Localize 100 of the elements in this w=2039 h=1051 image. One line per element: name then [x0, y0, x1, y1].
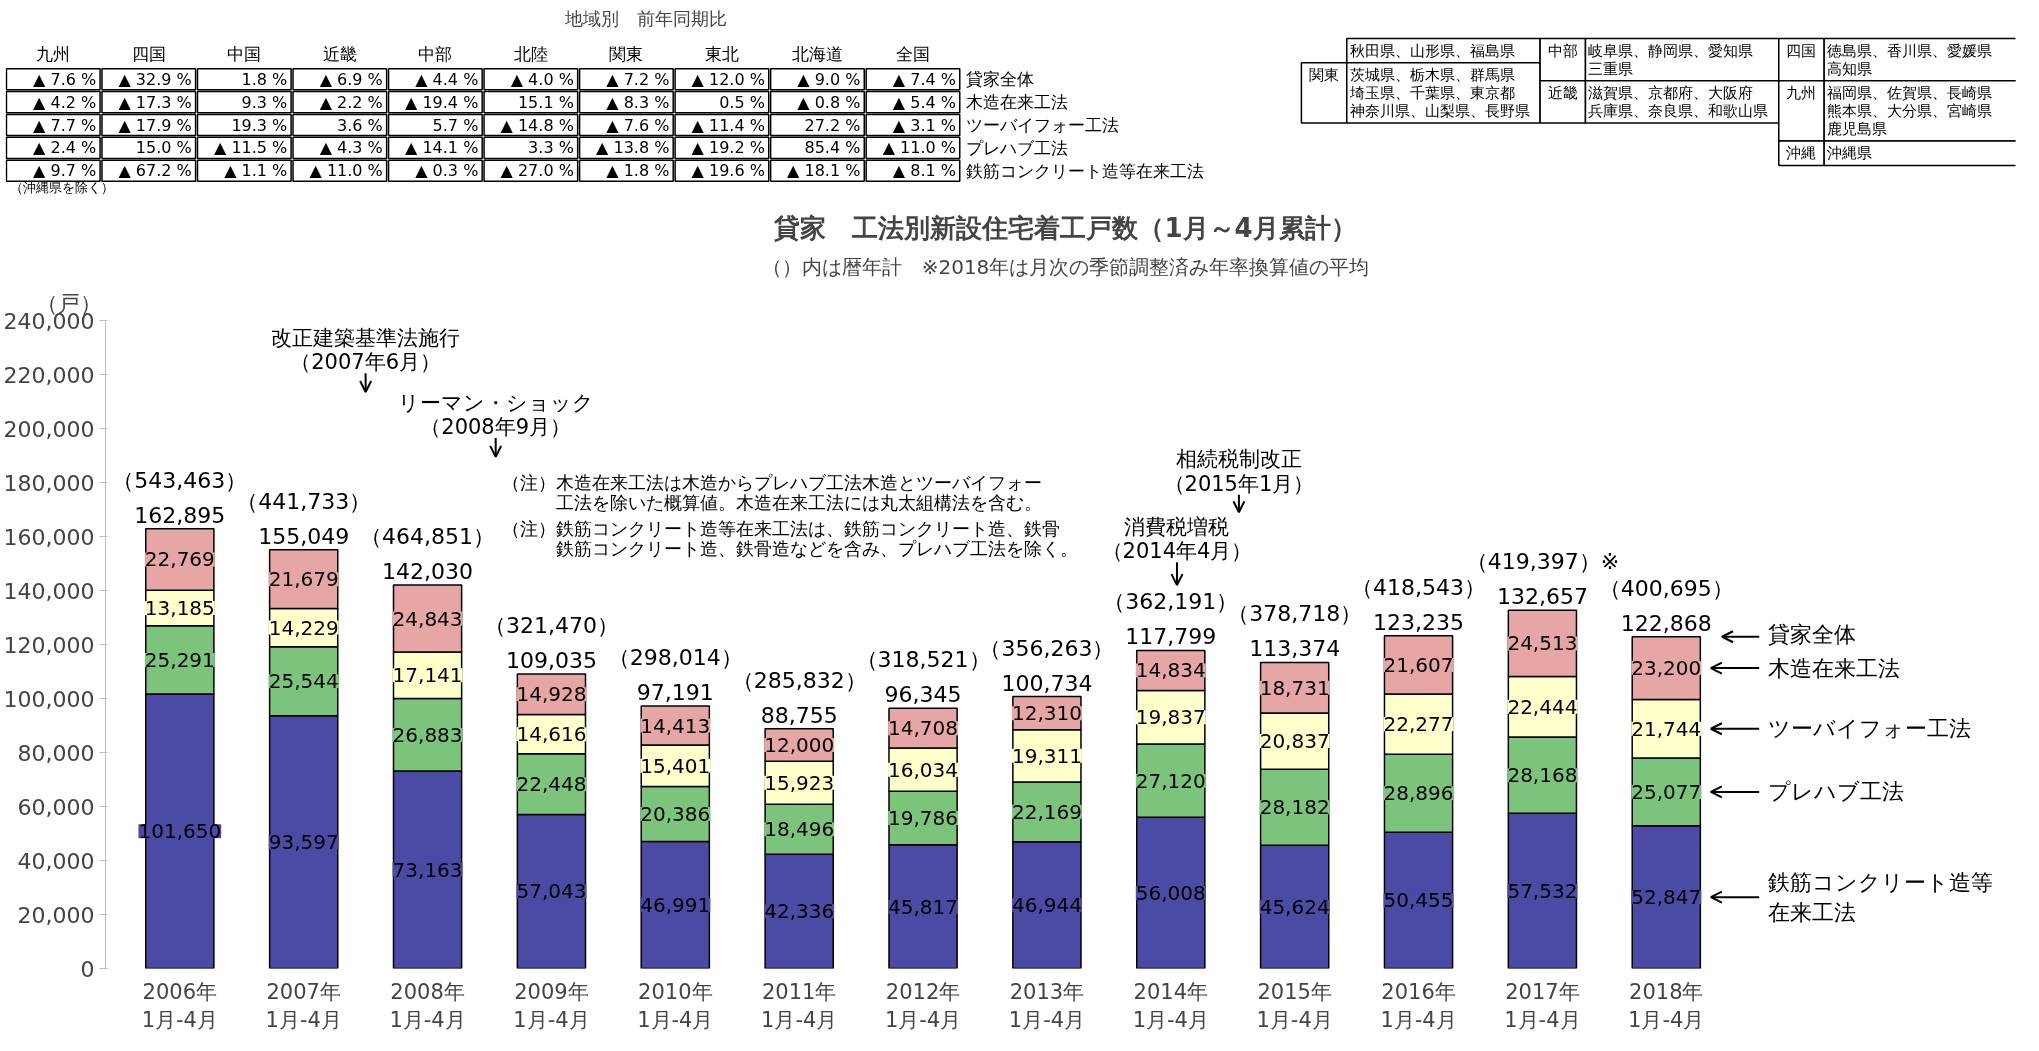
- x-tick-label: 2016年 1月-4月: [1380, 979, 1457, 1033]
- data-label: 28,168: [1507, 763, 1578, 788]
- text: 四国: [1786, 41, 1817, 60]
- total-label: 117,799: [1125, 624, 1217, 650]
- text: 0.5 %: [719, 92, 765, 112]
- data-label: 19,786: [888, 806, 959, 831]
- data-label: 22,169: [1011, 799, 1082, 824]
- text: 地域別 前年同期比: [563, 7, 727, 29]
- data-label: 42,336: [764, 899, 835, 924]
- text: 九州: [1786, 84, 1817, 103]
- data-label: 20,386: [640, 802, 711, 827]
- data-label: 52,847: [1631, 885, 1702, 910]
- total-label: 155,049: [258, 523, 350, 549]
- text: 19.3 %: [231, 115, 288, 135]
- data-label: 15,923: [764, 770, 835, 795]
- text: ▲ 4.0 %: [510, 69, 574, 89]
- legend-label: プレハブ工法: [1767, 779, 1904, 805]
- chart-subtitle: （）内は暦年計 ※2018年は月次の季節調整済み年率換算値の平均: [761, 254, 1370, 279]
- data-label: 56,008: [1135, 880, 1206, 905]
- text: ▲ 11.4 %: [691, 115, 765, 135]
- data-label: 57,532: [1507, 878, 1578, 903]
- data-label: 18,731: [1259, 675, 1330, 700]
- text: ▲ 7.6 %: [33, 69, 97, 89]
- annotation: （321,470）: [483, 613, 619, 639]
- text: 3.6 %: [337, 115, 383, 135]
- text: ▲ 17.9 %: [118, 115, 192, 135]
- data-label: 23,200: [1631, 656, 1702, 681]
- text: 岐阜県、静岡県、愛知県: [1588, 41, 1754, 60]
- text: 埼玉県、千葉県、東京都: [1348, 84, 1515, 103]
- text: ▲ 27.0 %: [500, 161, 574, 181]
- total-label: 132,657: [1496, 584, 1588, 610]
- annotation: 工法を除いた概算値。木造在来工法には丸太組構法を含む。: [555, 491, 1042, 513]
- text: 茨城県、栃木県、群馬県: [1349, 66, 1515, 85]
- x-tick-label: 2014年 1月-4月: [1132, 979, 1209, 1033]
- total-label: 162,895: [134, 502, 226, 528]
- category-label: ツーバイフォー工法: [965, 115, 1119, 136]
- x-tick-label: 2007年 1月-4月: [265, 979, 342, 1033]
- text: ▲ 8.1 %: [892, 161, 956, 181]
- annotation: （2015年1月）: [1163, 471, 1315, 496]
- data-label: 19,311: [1011, 743, 1082, 768]
- x-tick-label: 2015年 1月-4月: [1256, 979, 1333, 1033]
- text: 沖縄県: [1827, 144, 1873, 163]
- data-label: 17,141: [392, 663, 463, 688]
- data-label: 16,034: [888, 757, 959, 782]
- category-label: 九州: [36, 44, 71, 65]
- data-label: 14,834: [1135, 658, 1206, 683]
- y-tick-label: 220,000: [3, 362, 95, 388]
- y-tick-label: 160,000: [3, 524, 95, 550]
- text: 高知県: [1827, 59, 1873, 78]
- legend-label: 鉄筋コンクリート造等在来工法: [1767, 869, 1993, 925]
- category-label: 東北: [704, 44, 739, 65]
- text: ▲ 11.0 %: [882, 138, 956, 158]
- annotation: 鉄筋コンクリート造、鉄骨造などを含み、プレハブ工法を除く。: [555, 537, 1078, 559]
- text: ▲ 0.8 %: [797, 92, 861, 112]
- annotation: （2008年9月）: [420, 415, 572, 439]
- y-tick-label: 200,000: [3, 416, 95, 442]
- data-label: 25,077: [1631, 779, 1702, 804]
- text: ▲ 6.9 %: [319, 69, 383, 89]
- y-tick-label: 80,000: [17, 740, 95, 766]
- text: 1.8 %: [241, 69, 288, 89]
- text: 貸家全体: [965, 69, 1034, 90]
- x-tick-label: 2018年 1月-4月: [1628, 979, 1705, 1033]
- y-tick-label: 140,000: [3, 578, 95, 604]
- legend-label: 木造在来工法: [1767, 655, 1900, 681]
- text: ▲ 19.6 %: [691, 161, 765, 181]
- total-label: 97,191: [636, 680, 714, 706]
- legend-label: ツーバイフォー工法: [1767, 716, 1971, 742]
- x-tick-label: 2010年 1月-4月: [637, 979, 714, 1033]
- total-label: 123,235: [1373, 609, 1465, 635]
- y-tick-label: 40,000: [17, 848, 95, 874]
- data-label: 57,043: [516, 879, 587, 904]
- text: 3.3 %: [528, 138, 574, 158]
- annotation: （418,543）: [1351, 574, 1487, 600]
- data-label: 22,444: [1507, 694, 1578, 719]
- text: ▲ 14.1 %: [405, 138, 479, 158]
- data-label: 73,163: [392, 857, 463, 882]
- text: ▲ 4.2 %: [33, 92, 97, 112]
- total-label: 113,374: [1249, 636, 1341, 662]
- data-label: 18,496: [764, 817, 835, 842]
- data-label: 25,544: [268, 669, 339, 694]
- text: ▲ 19.2 %: [691, 138, 765, 158]
- text: 中部: [1547, 41, 1578, 60]
- y-tick-label: 0: [80, 956, 95, 982]
- category-label: 近畿: [322, 44, 357, 65]
- total-label: 100,734: [1001, 670, 1093, 696]
- data-label: 12,310: [1011, 701, 1082, 726]
- data-label: 25,291: [144, 647, 215, 672]
- text: ▲ 2.4 %: [33, 138, 97, 158]
- category-label: 木造在来工法: [965, 92, 1068, 113]
- y-tick-label: 100,000: [3, 686, 95, 712]
- text: ▲ 7.7 %: [33, 115, 97, 135]
- annotation: （400,695）: [1598, 575, 1734, 601]
- y-tick-label: 180,000: [3, 470, 95, 496]
- data-label: 15,401: [640, 753, 711, 778]
- text: （沖縄県を除く）: [10, 180, 115, 196]
- text: ▲ 7.4 %: [892, 69, 956, 89]
- text: 徳島県、香川県、愛媛県: [1827, 41, 1993, 60]
- text: 9.3 %: [241, 92, 288, 112]
- data-label: 12,000: [764, 733, 835, 758]
- text: ▲ 13.8 %: [596, 138, 670, 158]
